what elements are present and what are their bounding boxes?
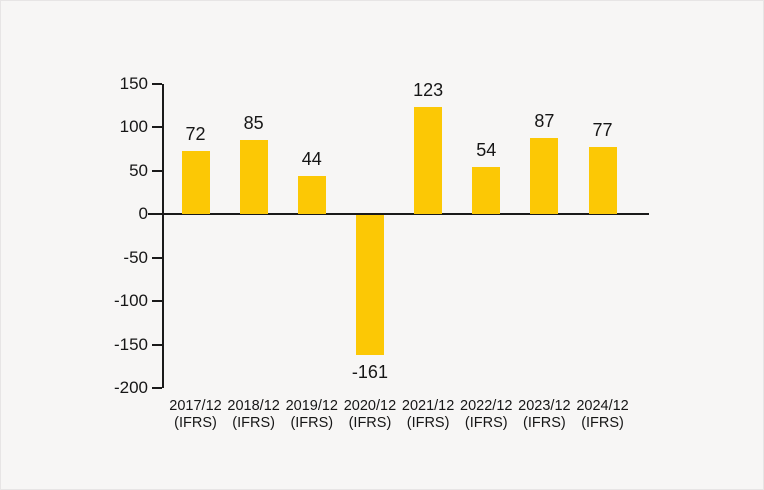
x-category-period: 2021/12 [401, 398, 455, 414]
y-axis-tick-label: -50 [123, 247, 148, 267]
y-axis-tick-label: -100 [113, 291, 148, 310]
y-axis-tick [152, 213, 162, 215]
y-axis-tick [152, 300, 162, 302]
bar-value-label: -161 [351, 362, 388, 383]
bar-2018-12 [239, 140, 268, 214]
x-category-standard: (IFRS) [523, 415, 566, 431]
bar-2020-12 [355, 215, 384, 356]
y-axis-tick [152, 387, 162, 389]
bar-2023-12 [530, 138, 559, 214]
x-category-period: 2018/12 [227, 398, 280, 414]
x-category-label: 2017/12 (IFRS) [150, 398, 242, 432]
y-axis-tick-label: -150 [113, 334, 148, 354]
x-category-period: 2022/12 [460, 398, 513, 414]
bar-value-label: 123 [413, 79, 444, 100]
x-category-label: 2018/12 (IFRS) [208, 398, 300, 432]
y-axis-tick [152, 126, 162, 128]
x-category-label: 2020/12 (IFRS) [324, 398, 416, 432]
x-axis-zero-line [148, 213, 649, 215]
y-axis-tick [152, 343, 162, 346]
x-category-standard: (IFRS) [290, 415, 334, 431]
y-axis-tick [152, 169, 162, 172]
bar-2021-12 [414, 106, 443, 214]
y-axis-tick [152, 82, 162, 85]
bar-2024-12 [588, 147, 617, 214]
y-axis-tick-label: -200 [113, 378, 148, 397]
bar-value-label: 85 [243, 113, 264, 134]
y-axis-tick [152, 256, 162, 259]
x-category-label: 2023/12 (IFRS) [498, 398, 590, 432]
bar-2019-12 [297, 175, 326, 214]
bar-value-label: 44 [301, 148, 322, 169]
bar-2022-12 [472, 167, 501, 214]
y-axis-tick-label: 50 [129, 160, 148, 180]
y-axis [162, 83, 164, 388]
x-category-period: 2024/12 [576, 398, 629, 414]
x-category-label: 2021/12 (IFRS) [382, 398, 474, 432]
y-axis-tick-label: 150 [119, 73, 148, 93]
bar-value-label: 87 [534, 111, 555, 132]
bar-value-label: 54 [476, 140, 497, 161]
x-category-standard: (IFRS) [174, 415, 217, 431]
y-axis-tick-label: 100 [119, 117, 148, 136]
bar-value-label: 72 [185, 124, 206, 145]
bar-value-label: 77 [592, 120, 613, 140]
x-category-period: 2017/12 [169, 398, 222, 414]
x-category-period: 2023/12 [518, 398, 571, 414]
x-category-standard: (IFRS) [406, 415, 450, 431]
x-category-standard: (IFRS) [464, 415, 508, 431]
x-category-standard: (IFRS) [348, 415, 392, 431]
x-category-period: 2019/12 [285, 398, 338, 414]
bar-2017-12 [181, 151, 210, 214]
x-category-label: 2022/12 (IFRS) [440, 398, 532, 432]
x-category-label: 2024/12 (IFRS) [557, 398, 649, 432]
x-category-period: 2020/12 [343, 398, 397, 414]
y-axis-tick-label: 0 [138, 204, 148, 223]
x-category-standard: (IFRS) [581, 415, 624, 431]
x-category-standard: (IFRS) [232, 415, 275, 431]
x-category-label: 2019/12 (IFRS) [266, 398, 358, 432]
